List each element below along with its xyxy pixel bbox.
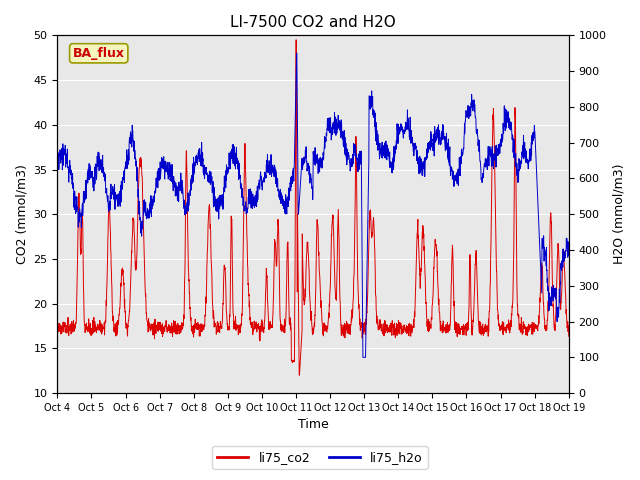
Text: BA_flux: BA_flux (73, 47, 125, 60)
Line: li75_co2: li75_co2 (58, 40, 569, 375)
li75_h2o (339, 129, 347, 134)
li75_h2o (565, 253, 573, 259)
li75_h2o (196, 155, 204, 160)
Line: li75_h2o: li75_h2o (58, 53, 569, 357)
li75_co2 (339, 325, 347, 331)
li75_h2o (462, 110, 470, 116)
li75_co2 (296, 372, 303, 378)
Y-axis label: CO2 (mmol/m3): CO2 (mmol/m3) (15, 164, 28, 264)
li75_co2 (520, 326, 528, 332)
li75_co2 (54, 331, 61, 337)
li75_co2 (565, 334, 573, 339)
li75_h2o (54, 155, 61, 160)
X-axis label: Time: Time (298, 419, 328, 432)
li75_h2o (328, 125, 335, 131)
Legend: li75_co2, li75_h2o: li75_co2, li75_h2o (212, 446, 428, 469)
li75_h2o (359, 354, 367, 360)
li75_h2o (534, 207, 542, 213)
li75_co2 (462, 323, 470, 329)
li75_co2 (196, 333, 204, 339)
li75_co2 (534, 324, 542, 329)
Y-axis label: H2O (mmol/m3): H2O (mmol/m3) (612, 164, 625, 264)
li75_co2 (292, 37, 300, 43)
li75_h2o (520, 153, 528, 159)
li75_h2o (292, 50, 300, 56)
li75_co2 (328, 223, 336, 228)
Title: LI-7500 CO2 and H2O: LI-7500 CO2 and H2O (230, 15, 396, 30)
